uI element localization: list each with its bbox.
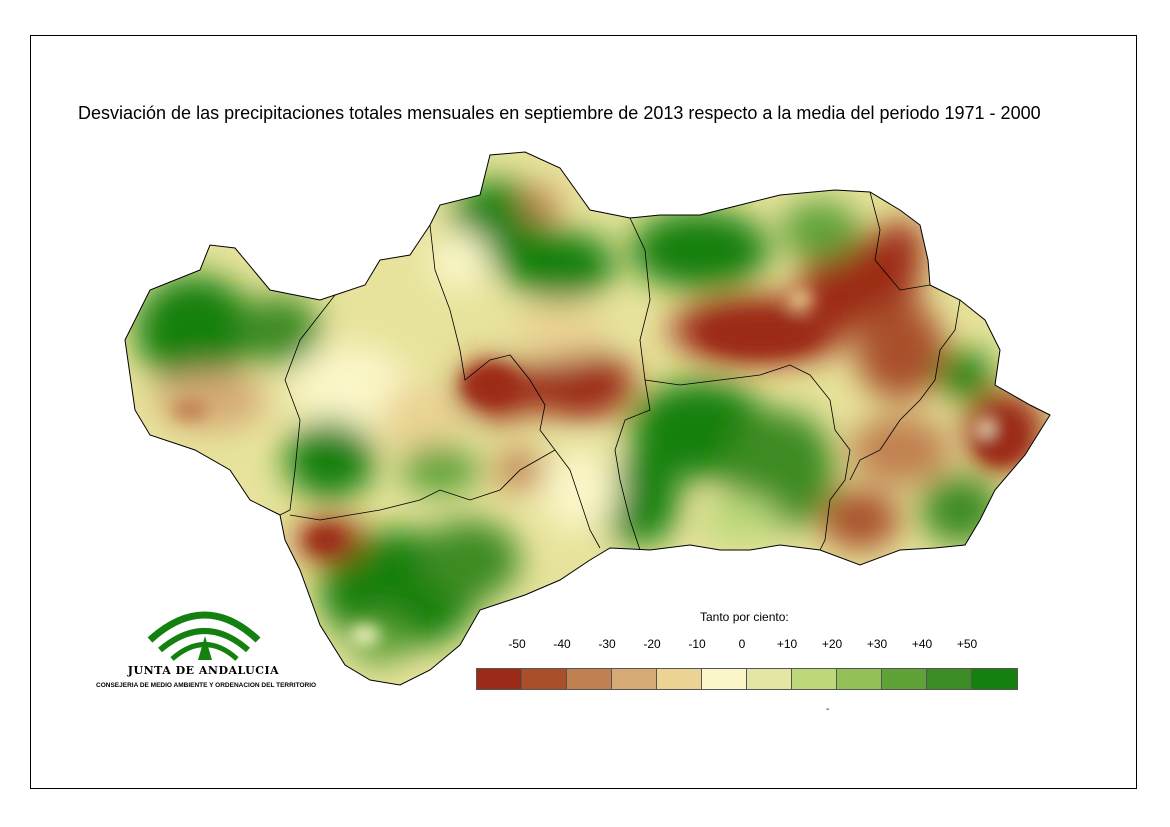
legend-swatch bbox=[837, 669, 882, 689]
legend-swatch bbox=[612, 669, 657, 689]
logo-name: JUNTA DE ANDALUCIA bbox=[127, 664, 280, 677]
legend-title: Tanto por ciento: bbox=[700, 610, 789, 624]
legend-swatch bbox=[522, 669, 567, 689]
legend-tick-label: -10 bbox=[688, 637, 706, 651]
logo-subtitle: CONSEJERIA DE MEDIO AMBIENTE Y ORDENACIO… bbox=[96, 682, 317, 689]
legend-footnote: - bbox=[826, 704, 830, 715]
legend-tick-label: +20 bbox=[821, 637, 843, 651]
legend-tick-label: 0 bbox=[738, 637, 746, 651]
junta-logo: JUNTA DE ANDALUCIA CONSEJERIA DE MEDIO A… bbox=[96, 600, 317, 695]
legend-swatch bbox=[882, 669, 927, 689]
legend-tick-label: -20 bbox=[643, 637, 661, 651]
legend-tick-label: -50 bbox=[508, 637, 526, 651]
legend-tick-label: -40 bbox=[553, 637, 571, 651]
legend-color-bar bbox=[476, 668, 1018, 690]
legend-tick-label: -30 bbox=[598, 637, 616, 651]
legend-swatch bbox=[477, 669, 522, 689]
legend-swatch bbox=[747, 669, 792, 689]
legend-tick-label: +50 bbox=[956, 637, 978, 651]
legend-tick-label: +40 bbox=[911, 637, 933, 651]
legend-tick-label: +10 bbox=[776, 637, 798, 651]
province-borders bbox=[279, 191, 961, 551]
legend-swatch bbox=[792, 669, 837, 689]
map-frame bbox=[30, 35, 1137, 789]
legend-swatch bbox=[972, 669, 1017, 689]
legend-swatch bbox=[657, 669, 702, 689]
legend-swatch bbox=[567, 669, 612, 689]
junta-logo-emblem bbox=[147, 611, 261, 661]
map-title: Desviación de las precipitaciones totale… bbox=[78, 103, 1041, 123]
legend-tick-label: +30 bbox=[866, 637, 888, 651]
legend-swatch bbox=[927, 669, 972, 689]
legend-swatch bbox=[702, 669, 747, 689]
